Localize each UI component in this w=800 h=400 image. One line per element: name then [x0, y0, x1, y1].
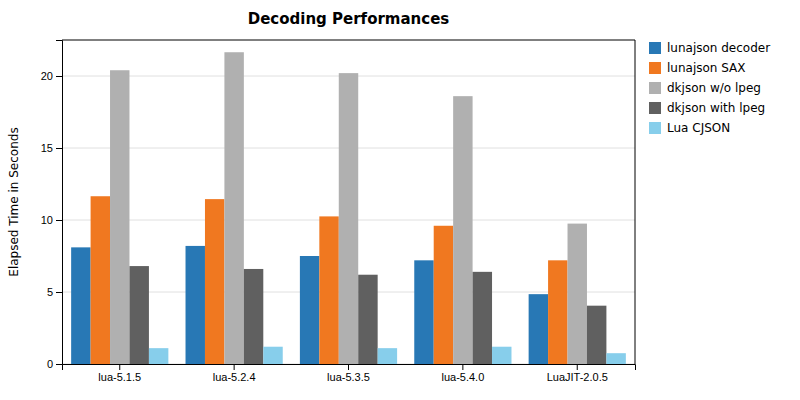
bar [568, 224, 587, 364]
bar [434, 226, 453, 364]
tick: 20 [41, 70, 62, 82]
tick-mark [56, 364, 62, 365]
legend-swatch [649, 102, 661, 114]
tick: 0 [47, 358, 62, 370]
tick-mark [462, 364, 463, 370]
legend-label: dkjson with lpeg [667, 101, 765, 115]
legend-swatch [649, 62, 661, 74]
bar [414, 260, 433, 364]
bar [339, 73, 358, 364]
bar [453, 96, 472, 364]
y-axis: 0 5 10 15 20 [41, 41, 63, 371]
bar [378, 348, 397, 364]
tick-label: lua-5.4.0 [441, 371, 484, 383]
legend-swatch [649, 42, 661, 54]
legend-item: lunajson SAX [649, 61, 746, 75]
tick-mark [56, 76, 62, 77]
tick-label: 20 [41, 70, 53, 82]
tick: lua-5.2.4 [213, 364, 256, 383]
axis-line [56, 41, 63, 365]
bar [587, 306, 606, 364]
tick-label: 5 [47, 286, 53, 298]
legend-item: lunajson decoder [649, 41, 770, 55]
tick-label: lua-5.3.5 [327, 371, 370, 383]
legend-item: dkjson with lpeg [649, 101, 765, 115]
legend-item: Lua CJSON [649, 121, 730, 135]
tick-label: 15 [41, 142, 53, 154]
tick: lua-5.3.5 [327, 364, 370, 383]
legend-label: dkjson w/o lpeg [667, 81, 761, 95]
tick-mark [234, 364, 235, 370]
tick: 5 [47, 286, 62, 298]
bar [319, 216, 338, 364]
tick-label: lua-5.1.5 [98, 371, 141, 383]
tick-mark [119, 364, 120, 370]
bar [205, 199, 224, 364]
bar-series [71, 246, 548, 364]
legend-swatch [649, 82, 661, 94]
bar [300, 256, 319, 364]
axis-line [63, 365, 636, 371]
bar [91, 196, 110, 364]
bar [606, 353, 625, 364]
tick: 10 [41, 214, 62, 226]
tick-mark [56, 220, 62, 221]
tick: 15 [41, 142, 62, 154]
bar [110, 70, 129, 364]
tick: LuaJIT-2.0.5 [547, 364, 608, 383]
bar [129, 266, 148, 364]
tick-label: lua-5.2.4 [213, 371, 256, 383]
tick-mark [56, 292, 62, 293]
tick: lua-5.1.5 [98, 364, 141, 383]
bars [71, 52, 626, 364]
tick-label: LuaJIT-2.0.5 [547, 371, 608, 383]
bar [548, 260, 567, 364]
tick-mark [577, 364, 578, 370]
bar-series [149, 347, 626, 364]
legend-swatch [649, 122, 661, 134]
bar [529, 294, 548, 364]
bar [492, 347, 511, 364]
bar [473, 272, 492, 364]
tick: lua-5.4.0 [441, 364, 484, 383]
legend-label: Lua CJSON [667, 121, 730, 135]
bar-series [110, 52, 587, 364]
bar [358, 275, 377, 364]
bar [71, 247, 90, 364]
tick-label: 10 [41, 214, 53, 226]
frame-line [635, 40, 636, 364]
bar-series [91, 196, 568, 364]
legend-item: dkjson w/o lpeg [649, 81, 761, 95]
tick-label: 0 [47, 358, 53, 370]
title: Decoding Performances [248, 10, 450, 28]
bar [224, 52, 243, 364]
tick-mark [348, 364, 349, 370]
tick-mark [56, 148, 62, 149]
bar [263, 347, 282, 364]
bar [186, 246, 205, 364]
legend-label: lunajson SAX [667, 61, 746, 75]
bar [244, 269, 263, 364]
legend-label: lunajson decoder [667, 41, 770, 55]
plot: 05101520lua-5.1.5lua-5.2.4lua-5.3.5lua-5… [41, 40, 636, 383]
bar-series [129, 266, 606, 364]
x-axis: lua-5.1.5 lua-5.2.4 lua-5.3.5 lua-5.4.0 LuaJ… [63, 364, 636, 383]
chart: 05101520lua-5.1.5lua-5.2.4lua-5.3.5lua-5… [0, 0, 800, 400]
bar [149, 348, 168, 364]
legend: lunajson decoder lunajson SAX dkjson w/o l… [649, 41, 770, 135]
frame-line [62, 40, 635, 41]
axis-title: Elapsed Time in Seconds [7, 127, 21, 276]
